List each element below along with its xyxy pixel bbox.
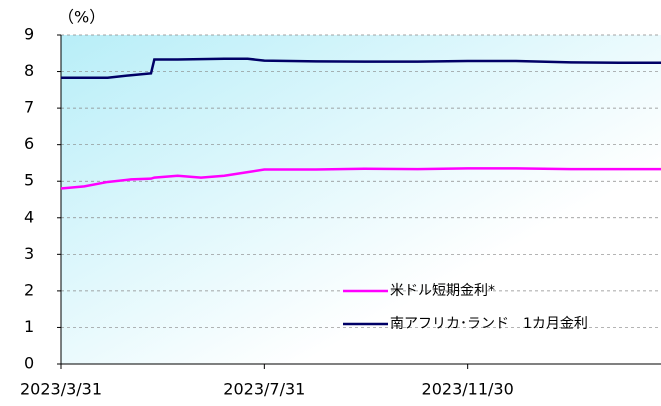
plot-area [61, 35, 661, 364]
x-tick-label: 2023/7/31 [223, 380, 305, 399]
y-tick-label: 7 [24, 98, 34, 117]
y-tick-label: 3 [24, 244, 34, 263]
y-tick-label: 2 [24, 280, 34, 299]
series-line [60, 167, 661, 190]
y-tick-label: 1 [24, 317, 34, 336]
legend-label: 米ドル短期金利* [390, 283, 495, 299]
legend-label: 南アフリカ･ランド 1カ月金利 [390, 316, 588, 332]
unit-label: （%） [58, 8, 105, 27]
x-tick-label: 2023/3/31 [20, 380, 102, 399]
y-tick-label: 6 [24, 134, 34, 153]
series-line [61, 57, 661, 80]
y-tick-label: 4 [24, 207, 34, 226]
y-tick-label: 9 [24, 25, 34, 44]
y-tick-label: 0 [24, 354, 34, 373]
y-tick-label: 5 [24, 171, 34, 190]
y-tick-label: 8 [24, 61, 34, 80]
x-tick-label: 2023/11/30 [422, 380, 514, 399]
